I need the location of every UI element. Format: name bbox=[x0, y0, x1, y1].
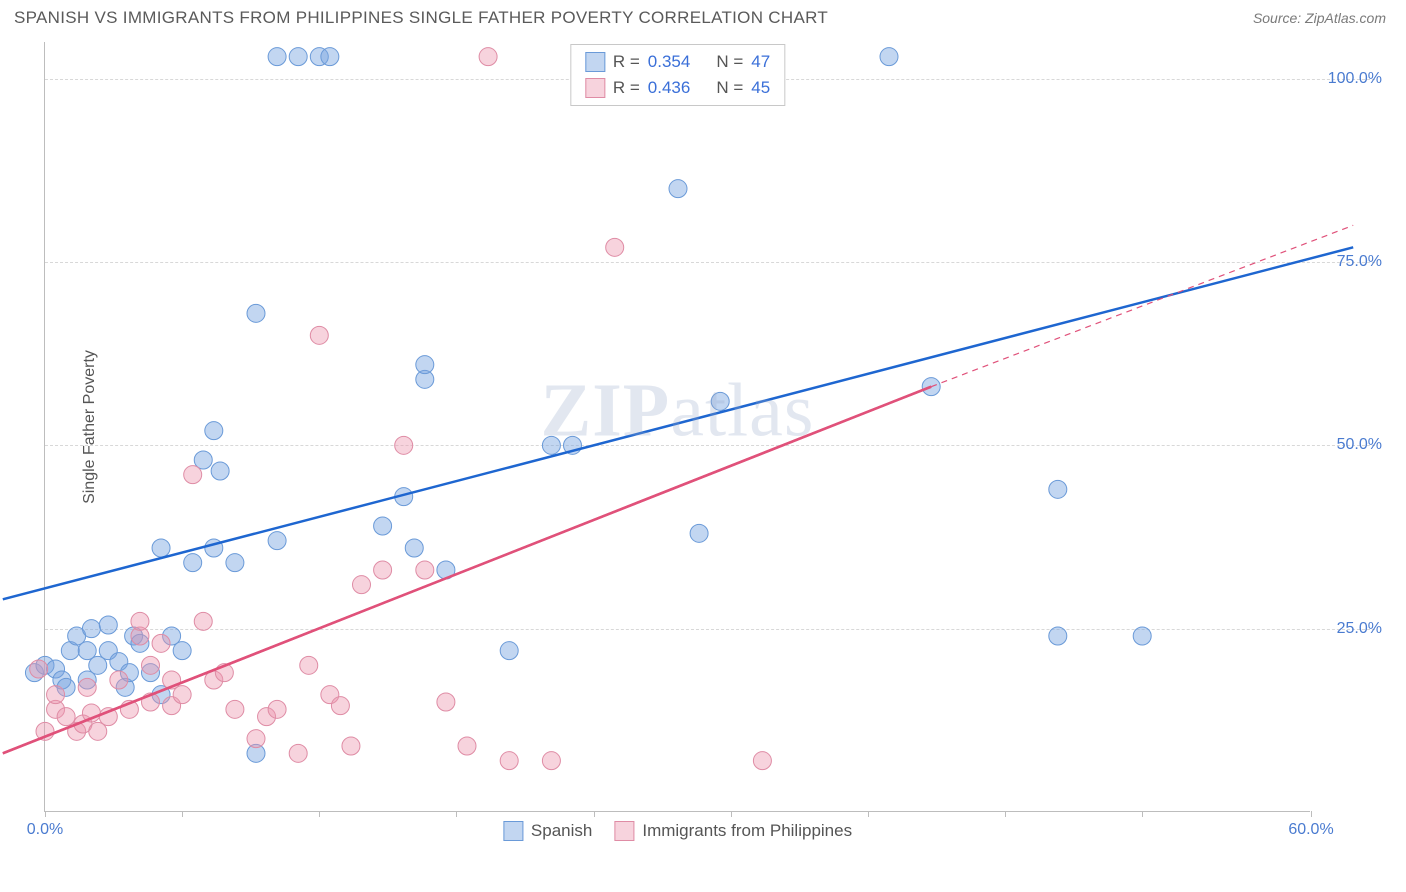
r-label: R = bbox=[613, 75, 640, 101]
r-label: R = bbox=[613, 49, 640, 75]
swatch-spanish bbox=[503, 821, 523, 841]
y-tick-label: 100.0% bbox=[1328, 70, 1382, 88]
y-tick-label: 25.0% bbox=[1337, 620, 1382, 638]
swatch-philippines bbox=[614, 821, 634, 841]
y-tick-label: 50.0% bbox=[1337, 436, 1382, 454]
y-tick-label: 75.0% bbox=[1337, 253, 1382, 271]
source-attribution: Source: ZipAtlas.com bbox=[1253, 10, 1386, 26]
swatch-philippines bbox=[585, 78, 605, 98]
r-value-philippines: 0.436 bbox=[648, 75, 691, 101]
series-legend: Spanish Immigrants from Philippines bbox=[503, 821, 852, 841]
scatter-svg bbox=[45, 42, 1311, 812]
n-value-philippines: 45 bbox=[751, 75, 770, 101]
swatch-spanish bbox=[585, 52, 605, 72]
n-label: N = bbox=[716, 75, 743, 101]
chart-container: Single Father Poverty 25.0%50.0%75.0%100… bbox=[44, 42, 1390, 840]
x-tick-label: 0.0% bbox=[27, 821, 63, 839]
n-label: N = bbox=[716, 49, 743, 75]
r-value-spanish: 0.354 bbox=[648, 49, 691, 75]
chart-title: SPANISH VS IMMIGRANTS FROM PHILIPPINES S… bbox=[14, 8, 828, 28]
x-tick-label: 60.0% bbox=[1288, 821, 1333, 839]
n-value-spanish: 47 bbox=[751, 49, 770, 75]
correlation-legend: R = 0.354 N = 47 R = 0.436 N = 45 bbox=[570, 44, 785, 106]
legend-label-philippines: Immigrants from Philippines bbox=[642, 821, 852, 841]
plot-area: Single Father Poverty 25.0%50.0%75.0%100… bbox=[44, 42, 1310, 812]
legend-label-spanish: Spanish bbox=[531, 821, 592, 841]
